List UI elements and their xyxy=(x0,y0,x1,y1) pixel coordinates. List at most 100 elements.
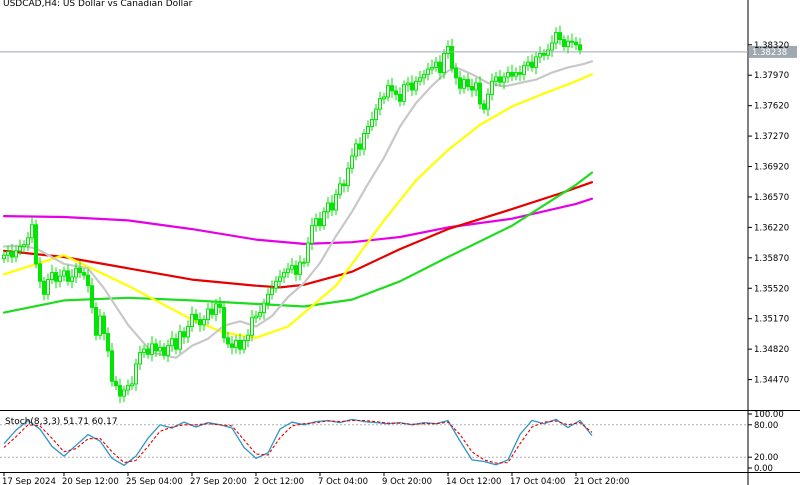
candle-body-bear xyxy=(454,67,458,79)
candle-body-bear xyxy=(398,93,402,102)
candle-body-bull xyxy=(426,68,430,75)
candle-body-bull xyxy=(242,339,246,350)
candle-body-bull xyxy=(214,303,218,315)
candle xyxy=(78,261,82,278)
candle-body-bull xyxy=(286,268,290,274)
candle-body-bear xyxy=(450,46,454,69)
current-price-label: 1.38238 xyxy=(752,48,787,58)
candle-body-bear xyxy=(154,343,158,352)
candle-body-bull xyxy=(566,40,570,48)
candle-body-bull xyxy=(254,315,258,319)
candle-body-bull xyxy=(266,293,270,304)
candle-body-bull xyxy=(178,331,182,350)
stochastic-label: Stoch(8,3,3) 51.71 60.17 xyxy=(5,417,118,427)
candle-body-bear xyxy=(558,32,562,41)
candle-body-bull xyxy=(98,315,102,336)
price-tick-label: 1.35170 xyxy=(754,315,789,325)
candle xyxy=(422,70,426,85)
candle-body-bull xyxy=(486,93,490,110)
candle xyxy=(238,333,242,355)
candle xyxy=(114,376,118,390)
candle xyxy=(390,77,394,98)
moving-average-line-ma_yellow xyxy=(2,73,594,339)
candle xyxy=(450,38,454,73)
candlestick-series[interactable] xyxy=(2,25,582,404)
candle xyxy=(502,72,506,90)
candle-body-bull xyxy=(190,313,194,328)
candle xyxy=(406,76,410,92)
candle-body-bull xyxy=(234,339,238,348)
candle xyxy=(298,255,302,281)
candle xyxy=(150,336,154,362)
candle xyxy=(426,63,430,81)
candle xyxy=(434,56,438,72)
candle-body-bear xyxy=(578,44,582,51)
candle xyxy=(510,64,514,82)
candle xyxy=(314,213,318,232)
candle-body-bull xyxy=(62,270,66,277)
candle xyxy=(382,92,386,104)
candle-body-bull xyxy=(314,218,318,227)
candle xyxy=(30,216,34,244)
candle xyxy=(74,263,78,284)
candle xyxy=(338,176,342,199)
candle xyxy=(262,298,266,320)
candle xyxy=(458,70,462,95)
candle xyxy=(154,338,158,357)
candle-body-bull xyxy=(310,225,314,244)
candle xyxy=(166,339,170,363)
candle-body-bear xyxy=(542,52,546,56)
candle xyxy=(234,335,238,354)
candle xyxy=(222,303,226,344)
candle-body-bear xyxy=(86,274,90,287)
time-tick-label: 25 Sep 04:00 xyxy=(126,477,183,485)
candle-body-bull xyxy=(334,193,338,211)
candle xyxy=(62,266,66,282)
candle-body-bull xyxy=(70,276,74,282)
candle-body-bull xyxy=(338,183,342,195)
candle xyxy=(518,65,522,82)
candle-body-bear xyxy=(102,315,106,334)
candle xyxy=(346,162,350,192)
candle-body-bull xyxy=(370,119,374,128)
candle-body-bear xyxy=(390,85,394,92)
candle-body-bull xyxy=(534,56,538,68)
candle xyxy=(554,27,558,50)
candle xyxy=(318,211,322,231)
candle-body-bear xyxy=(94,306,98,336)
candle-body-bear xyxy=(34,224,38,265)
candle-body-bear xyxy=(218,303,222,308)
candle xyxy=(506,66,510,84)
candle-body-bear xyxy=(562,39,566,48)
current-price-badge xyxy=(749,45,797,58)
candle xyxy=(158,340,162,357)
candle xyxy=(242,336,246,354)
candle-body-bull xyxy=(278,276,282,282)
candle xyxy=(486,88,490,117)
candle-body-bull xyxy=(166,345,170,356)
candle-body-bear xyxy=(110,350,114,382)
time-tick-label: 21 Oct 20:00 xyxy=(574,477,629,485)
candle-body-bear xyxy=(498,76,502,83)
time-tick-label: 27 Sep 20:00 xyxy=(190,477,247,485)
candle xyxy=(570,33,574,49)
candle-body-bull xyxy=(122,389,126,397)
candle xyxy=(190,306,194,332)
candle-body-bear xyxy=(482,103,486,110)
candle xyxy=(526,56,530,71)
candle-body-bear xyxy=(238,339,242,350)
candle-body-bear xyxy=(78,267,82,274)
candle-body-bull xyxy=(402,84,406,102)
candle-body-bull xyxy=(130,383,134,387)
price-tick-label: 1.34470 xyxy=(754,376,789,386)
candle-body-bull xyxy=(550,42,554,51)
candle-body-bear xyxy=(146,348,150,355)
candle xyxy=(270,280,274,300)
candle-body-bull xyxy=(306,242,310,263)
candle-body-bull xyxy=(46,279,50,295)
candle-body-bear xyxy=(570,40,574,43)
candle xyxy=(358,136,362,157)
